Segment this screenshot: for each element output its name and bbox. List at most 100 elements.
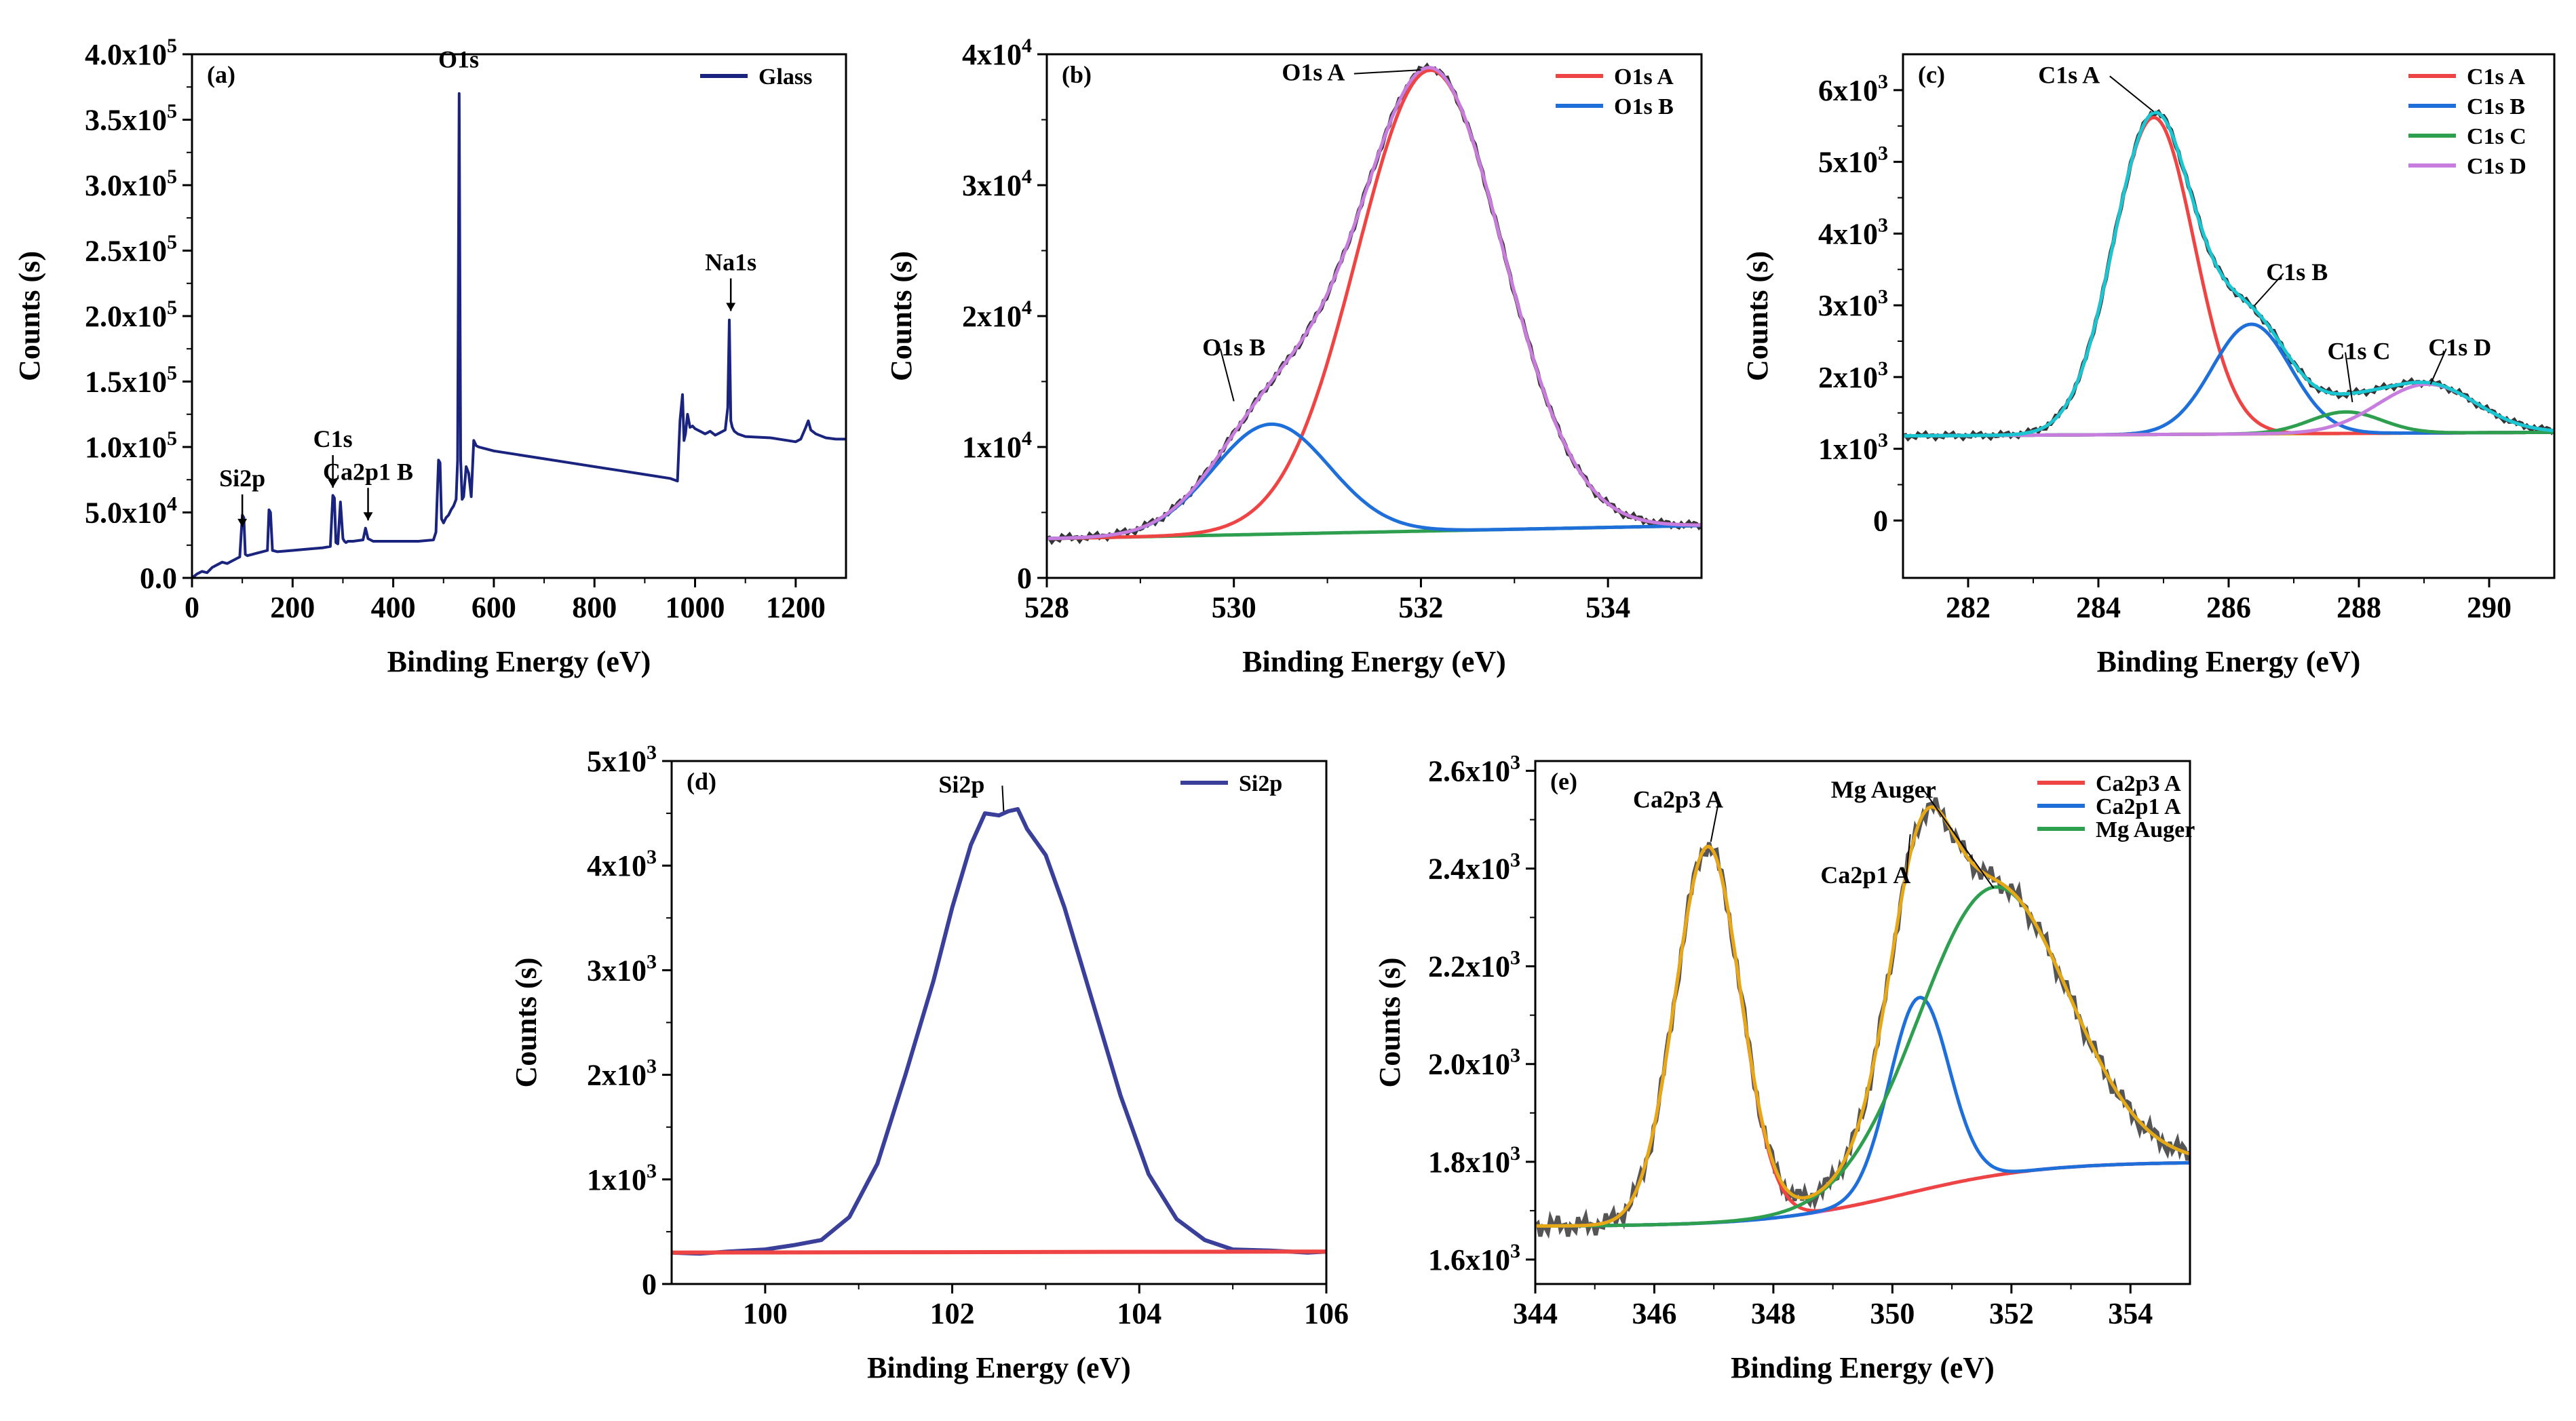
plot-area-a [192,92,846,578]
annotation-arrowhead [363,512,373,521]
raw-spectrum-line [1903,109,2554,442]
plot-frame [1902,53,2556,579]
peak-annotation: Si2p [938,771,984,798]
x-tick-label: 344 [1513,1297,1558,1330]
y-tick-label: 2x103 [1818,357,1888,394]
x-tick-label: 348 [1751,1297,1796,1330]
legend-label: C1s B [2467,94,2525,119]
peak-annotation: Ca2p1 B [323,458,413,485]
plot-area-b [1047,62,1702,545]
legend-label: Glass [758,64,812,90]
panel-b: 528 530 532 534 0 1x104 2x104 3x104 4x104 Binding… [885,35,1703,678]
x-tick-label: 284 [2076,591,2121,624]
x-tick-label: 530 [1212,591,1256,624]
x-axis-label: Binding Energy (eV) [1731,1351,1995,1384]
y-tick-label: 2x103 [587,1055,657,1092]
y-tick-label: 3x103 [1818,286,1888,322]
peak-annotation: Si2p [219,465,265,492]
x-tick-label: 532 [1398,591,1443,624]
y-tick-label: 4x103 [587,846,657,882]
y-tick-label: 1x104 [962,427,1032,464]
envelope-fit-line [1047,66,1702,541]
x-tick-label: 1000 [666,591,725,624]
peak-annotation: C1s C [2327,337,2390,364]
plot-frame [670,760,1328,1285]
y-tick-label: 3.0x105 [85,166,177,202]
x-tick-label: 282 [1946,591,1991,624]
peak-annotation: O1s A [1282,59,1345,86]
y-tick-label: 4x103 [1818,214,1888,250]
annotation-leader [2109,75,2155,113]
legend-label: Si2p [1239,771,1282,796]
x-tick-label: 104 [1117,1297,1161,1330]
y-tick-label: 6x103 [1818,71,1888,107]
y-tick-label: 4.0x105 [85,35,177,71]
peak-annotation: Ca2p3 A [1633,785,1723,813]
plot-frame [1534,760,2191,1285]
y-tick-label: 5x103 [587,741,657,778]
x-tick-label: 534 [1585,591,1630,624]
series-line-si2p [672,806,1326,1256]
x-tick-label: 290 [2467,591,2512,624]
x-tick-label: 102 [930,1297,975,1330]
legend-label: O1s B [1614,94,1674,119]
peak-annotation: O1s B [1202,334,1265,361]
annotation-arrowhead [328,480,338,488]
plot-area-c [1903,109,2554,442]
y-tick-label: 2x104 [962,296,1032,333]
peak-annotation: Ca2p1 A [1820,861,1910,889]
y-axis-label: Counts (s) [885,251,918,381]
y-tick-label: 3x103 [587,950,657,987]
x-tick-label: 800 [572,591,617,624]
x-tick-label: 354 [2108,1297,2153,1330]
panel-label: (a) [207,61,235,88]
x-tick-label: 350 [1870,1297,1915,1330]
annotation-leader [1923,790,1995,889]
y-tick-label: 5.0x104 [85,493,177,530]
y-tick-label: 2.0x103 [1428,1045,1520,1081]
annotation-leader [1905,834,1911,877]
plot-area-e [1535,797,2190,1239]
x-axis-label: Binding Energy (eV) [2097,645,2361,678]
peak-annotation: O1s [438,45,479,73]
x-tick-label: 346 [1632,1297,1676,1330]
annotation-leader [1353,69,1421,75]
legend-label: C1s C [2467,124,2526,149]
y-tick-label: 2.6x103 [1428,751,1520,787]
legend-label: Ca2p1 A [2096,794,2181,819]
y-tick-label: 4x104 [962,35,1032,71]
y-tick-label: 0.0 [140,562,177,595]
envelope-fit-line [1535,805,2190,1228]
series-line-glass [192,92,846,578]
x-tick-label: 1200 [766,591,826,624]
y-tick-label: 2.2x103 [1428,947,1520,984]
peak-annotation: C1s A [2038,61,2100,88]
y-tick-label: 1.8x103 [1428,1142,1520,1179]
y-tick-label: 2.5x105 [85,231,177,268]
plot-frame [1045,53,1703,579]
annotation-leader [1001,785,1005,812]
x-tick-label: 286 [2206,591,2251,624]
x-tick-label: 106 [1304,1297,1349,1330]
legend-label: Ca2p3 A [2096,771,2181,796]
legend-label: C1s A [2467,64,2525,90]
y-axis-label: Counts (s) [1373,958,1406,1088]
y-tick-label: 5x103 [1818,142,1888,179]
annotation-leader [2254,273,2284,306]
series-line-baseline [672,1249,1326,1255]
y-tick-label: 0 [642,1268,657,1301]
peak-fit-c1s-a [1903,115,2554,438]
raw-spectrum-line [1047,62,1702,545]
panel-c: 282 284 286 288 290 0 1x103 2x103 3x103 4x103 5x10… [1741,53,2556,678]
y-tick-label: 1x103 [587,1160,657,1196]
legend-label: O1s A [1614,64,1674,90]
y-axis-label: Counts (s) [13,251,46,381]
y-tick-label: 1x103 [1818,429,1888,466]
x-tick-label: 288 [2337,591,2381,624]
x-tick-label: 200 [270,591,315,624]
y-tick-label: 1.0x105 [85,427,177,464]
annotation-arrowhead [726,303,736,311]
panel-label: (d) [687,768,716,795]
panel-label: (b) [1062,61,1092,88]
y-tick-label: 0 [1873,504,1888,537]
